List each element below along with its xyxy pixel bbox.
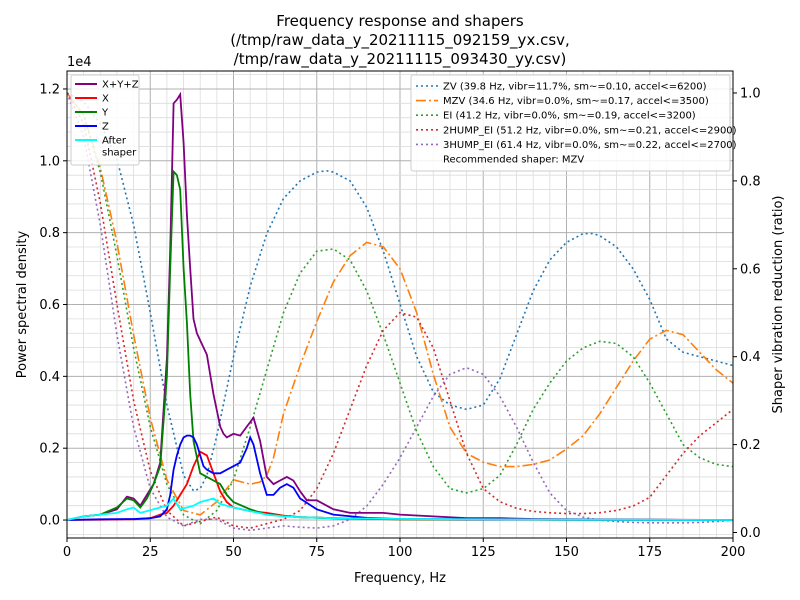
legend-psd-label: Y — [101, 108, 109, 119]
legend-psd-label: shaper — [102, 148, 137, 159]
legend-psd-label: X — [102, 94, 109, 105]
shaper-curves — [67, 92, 733, 532]
legend-shapers-box — [410, 74, 731, 172]
x-axis-label: Frequency, Hz — [354, 571, 446, 586]
y2-tick-label: 1.0 — [740, 86, 761, 101]
chart-title: Frequency response and shapers(/tmp/raw_… — [230, 12, 570, 69]
legend-psd-label: Z — [102, 122, 109, 133]
x-tick-label: 100 — [388, 545, 413, 560]
x-axis: 0 25 50 75 100 125 150 175 200 — [63, 538, 746, 560]
x-tick-label: 125 — [471, 545, 496, 560]
legend-shaper-label: 3HUMP_EI (61.4 Hz, vibr=0.0%, sm~=0.22, … — [443, 140, 737, 151]
y-tick-label: 0.6 — [39, 298, 60, 313]
y-tick-label: 1.0 — [39, 154, 60, 169]
y-tick-label: 0.0 — [39, 514, 60, 529]
title-line-1: (/tmp/raw_data_y_20211115_092159_yx.csv, — [230, 31, 570, 50]
y-tick-label: 0.4 — [39, 370, 60, 385]
x-tick-label: 200 — [721, 545, 746, 560]
y-axis-left: 0.0 0.2 0.4 0.6 0.8 1.0 1.2 — [39, 82, 67, 529]
psd-line-3 — [67, 434, 733, 521]
shaper-line-1 — [67, 92, 733, 516]
x-tick-label: 25 — [142, 545, 159, 560]
title-line-0: Frequency response and shapers — [276, 12, 524, 30]
x-tick-label: 0 — [63, 545, 71, 560]
y2-tick-label: 0.0 — [740, 526, 761, 541]
y-axis-label: Power spectral density — [15, 230, 30, 378]
psd-line-4 — [67, 497, 733, 521]
y2-tick-label: 0.2 — [740, 438, 761, 453]
legend-shaper-label: MZV (34.6 Hz, vibr=0.0%, sm~=0.17, accel… — [443, 96, 709, 107]
shaper-line-4 — [67, 92, 733, 532]
title-line-2: /tmp/raw_data_y_20211115_093430_yy.csv) — [234, 50, 567, 69]
x-tick-label: 175 — [637, 545, 662, 560]
y2-tick-label: 0.8 — [740, 174, 761, 189]
legend-shapers: ZV (39.8 Hz, vibr=11.7%, sm~=0.10, accel… — [410, 74, 737, 172]
grid-lines — [66, 71, 734, 538]
x-tick-label: 75 — [308, 545, 325, 560]
legend-psd-label: X+Y+Z — [102, 80, 139, 91]
shaper-line-3 — [67, 92, 733, 529]
legend-shaper-label: EI (41.2 Hz, vibr=0.0%, sm~=0.19, accel<… — [443, 111, 696, 122]
y-tick-label: 1.2 — [39, 82, 60, 97]
y2-tick-label: 0.4 — [740, 350, 761, 365]
x-tick-label: 50 — [225, 545, 242, 560]
legend-shaper-label: 2HUMP_EI (51.2 Hz, vibr=0.0%, sm~=0.21, … — [443, 125, 737, 136]
y2-axis-label: Shaper vibration reduction (ratio) — [771, 196, 786, 414]
y-axis-right: 0.0 0.2 0.4 0.6 0.8 1.0 — [733, 86, 761, 541]
x-tick-label: 150 — [554, 545, 579, 560]
y-tick-label: 0.8 — [39, 226, 60, 241]
recommended-shaper-note: Recommended shaper: MZV — [443, 155, 584, 166]
y2-tick-label: 0.6 — [740, 262, 761, 277]
shaper-line-2 — [67, 92, 733, 525]
legend-shaper-label: ZV (39.8 Hz, vibr=11.7%, sm~=0.10, accel… — [443, 82, 707, 93]
psd-curves — [67, 91, 733, 521]
y-tick-label: 0.2 — [39, 442, 60, 457]
y-offset-label: 1e4 — [67, 55, 92, 70]
legend-psd-label: After — [102, 136, 127, 147]
